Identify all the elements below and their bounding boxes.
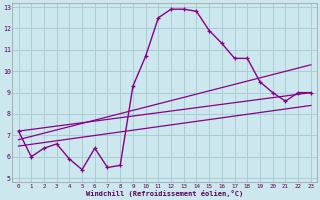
X-axis label: Windchill (Refroidissement éolien,°C): Windchill (Refroidissement éolien,°C) <box>86 190 243 197</box>
